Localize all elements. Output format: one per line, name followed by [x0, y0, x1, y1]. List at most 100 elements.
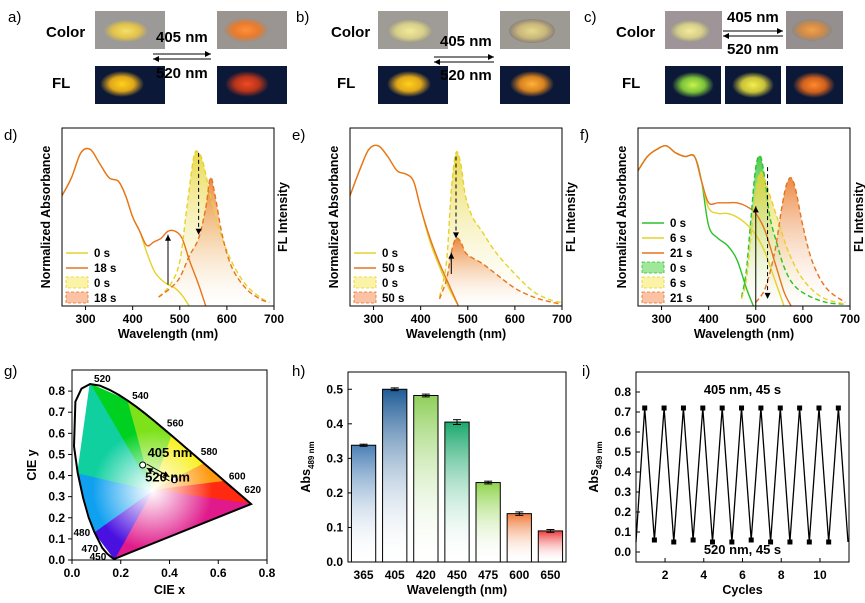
x-tick-label: 500 [746, 312, 766, 326]
wl-top-b: 405 nm [440, 33, 492, 50]
x-tick-label: 500 [170, 312, 190, 326]
cycle-point [777, 405, 783, 411]
cycle-point [797, 405, 803, 411]
cycle-point [680, 405, 686, 411]
plot-frame-f [637, 127, 851, 307]
legend-label: 0 s [94, 248, 110, 260]
legend-label: 18 s [94, 263, 116, 275]
fl-fill-50s [439, 237, 562, 306]
x-tick-label: 0.2 [112, 566, 129, 580]
y-tick-label: 0.8 [614, 385, 631, 399]
y-tick-label: 0.3 [48, 490, 65, 504]
legend-label: 21 s [670, 293, 692, 305]
color-label-a: Color [46, 24, 85, 41]
panel-label-g: g) [4, 363, 17, 380]
x-axis-label: Wavelength (nm) [694, 327, 794, 341]
annotation-bottom: 520 nm, 45 s [704, 542, 781, 557]
y-axis-label-left: Normalized Absorbance [615, 146, 629, 289]
cie-annotation-top: 405 nm [148, 445, 193, 460]
chart-i: i) 2 4 6 8 10 0.0 0.1 0.2 0.3 0.4 0.5 0.6 0.7 0.8 Cycle… [582, 363, 850, 597]
arrowhead-a1 [205, 51, 211, 57]
y-tick-label: 0.4 [48, 469, 65, 483]
cycle-point [690, 537, 696, 543]
fl-line-0s [740, 155, 846, 305]
bar-650 [537, 530, 564, 563]
locus-label-560: 560 [167, 418, 184, 429]
y-tick-label: 0.7 [48, 405, 65, 419]
x-tick-label: 0.4 [161, 566, 178, 580]
fl-line-0s [158, 150, 270, 304]
legend-label: 50 s [382, 293, 404, 305]
cycle-point [719, 405, 725, 411]
legend-label: 0 s [382, 278, 398, 290]
panel-label-h: h) [292, 363, 305, 380]
y-axis-label: Abs489 nm [587, 441, 604, 492]
sample-b-fl-orange [510, 71, 554, 97]
fl-line-18s [158, 176, 270, 304]
arrowhead-b2 [434, 59, 440, 65]
y-tick-label: 0.0 [48, 553, 65, 567]
fl-label-a: FL [52, 75, 70, 92]
color-label-c: Color [616, 24, 655, 41]
cycle-point [768, 539, 774, 545]
fl-label-c: FL [622, 75, 640, 92]
cycle-point [700, 405, 706, 411]
x-tick-label: 400 [411, 312, 431, 326]
fl-line-50s [438, 237, 563, 305]
arrowhead-a2 [153, 56, 159, 62]
wl-bottom-a: 520 nm [156, 65, 208, 82]
cie-point-end [170, 476, 178, 484]
cie-arrow-forward-head [162, 471, 170, 477]
fl-decrease-arrow-head [764, 292, 771, 299]
y-tick-label: 0.2 [614, 505, 631, 519]
y-tick-label: 0.6 [48, 426, 65, 440]
x-tick-label: 650 [540, 568, 560, 582]
y-tick-label: 0.5 [326, 382, 343, 396]
cycle-point [671, 539, 677, 545]
cie-annotation-bottom: 520 nm [145, 470, 190, 485]
wl-top-a: 405 nm [156, 29, 208, 46]
x-tick-label: 600 [505, 312, 525, 326]
sample-a-fl-red [225, 71, 269, 97]
photo-row: a) Color FL 405 nm 520 nm b) Color FL 40… [8, 9, 843, 104]
panel-label-i: i) [582, 363, 590, 380]
color-label-b: Color [331, 24, 370, 41]
fl-line-21s [755, 176, 846, 303]
x-tick-label: 420 [416, 568, 436, 582]
y-axis-label-right: FL Intensity [276, 182, 290, 252]
sample-b-pale [387, 19, 433, 43]
y-tick-label: 0.7 [614, 405, 631, 419]
locus-label-480: 480 [73, 528, 90, 539]
x-tick-label: 365 [354, 568, 374, 582]
locus-label-580: 580 [201, 447, 218, 458]
x-tick-label: 10 [813, 568, 827, 582]
panel-label-f: f) [580, 127, 589, 144]
panel-label-a: a) [8, 9, 21, 26]
x-axis-label: Wavelength (nm) [407, 583, 507, 597]
bar-420 [413, 394, 439, 563]
x-tick-label: 700 [840, 312, 860, 326]
cie-point-start [139, 461, 147, 469]
locus-label-470: 470 [82, 544, 99, 555]
cycle-point [806, 539, 812, 545]
x-tick-label: 475 [478, 568, 498, 582]
y-tick-label: 0.1 [614, 525, 631, 539]
y-axis-label: Abs489 nm [299, 441, 316, 492]
legend-label: 0 s [670, 218, 686, 230]
legend-swatch [65, 291, 89, 304]
sample-a-fl-yellow [100, 71, 144, 97]
sample-c-orange [792, 19, 832, 41]
bar-475 [475, 482, 501, 563]
fl-decrease-arrow-head [453, 232, 459, 239]
cycle-point [651, 537, 657, 543]
panel-label-b: b) [296, 9, 309, 26]
plot-frame-d [61, 127, 275, 307]
fl-decrease-arrow-head [195, 228, 202, 235]
annotation-top: 405 nm, 45 s [704, 382, 781, 397]
sample-b-tan [509, 19, 555, 43]
x-tick-label: 700 [264, 312, 284, 326]
cie-arrow-back-head [146, 468, 154, 474]
y-axis-label-right: FL Intensity [564, 182, 578, 252]
x-tick-label: 8 [778, 568, 785, 582]
cycle-point [835, 405, 841, 411]
